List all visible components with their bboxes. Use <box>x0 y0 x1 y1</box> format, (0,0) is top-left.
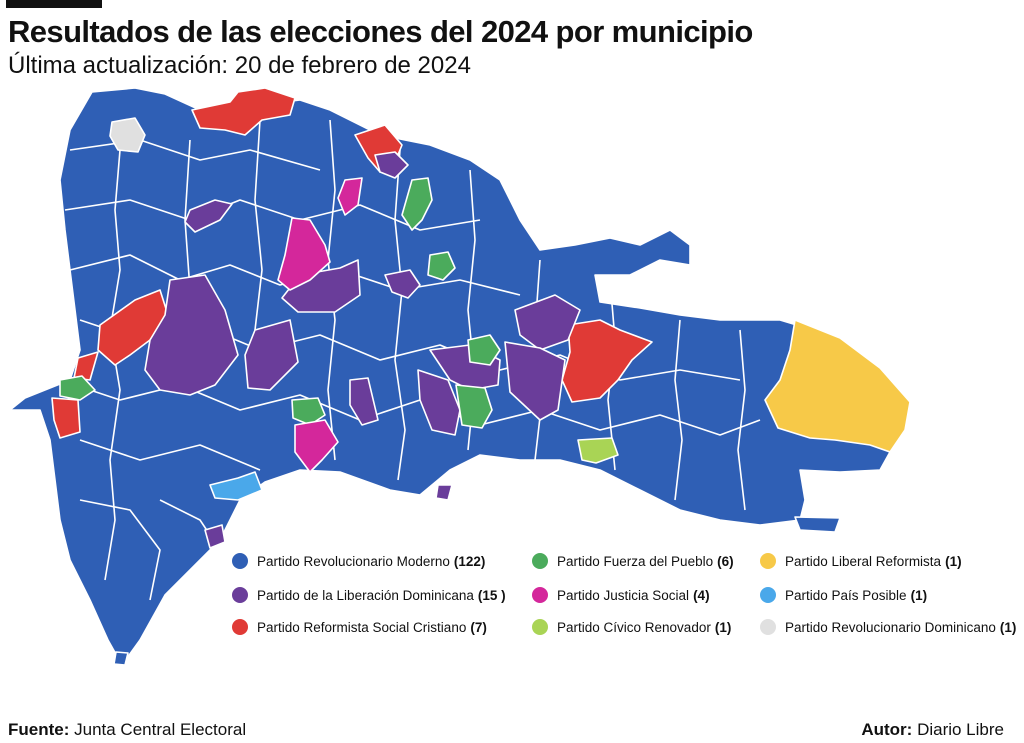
municipality-pld-central-5[interactable] <box>349 377 379 426</box>
municipality-pld-central-3[interactable] <box>281 259 361 313</box>
legend-item-pcr: Partido Cívico Renovador (1) <box>532 619 731 635</box>
municipality-fp-central-1[interactable] <box>427 251 456 281</box>
municipality-pld-north[interactable] <box>374 151 409 179</box>
municipality-fp-central-2[interactable] <box>467 334 501 366</box>
municipality-prsc-west-3[interactable] <box>51 397 81 439</box>
legend-label: Partido de la Liberación Dominicana <box>257 587 474 603</box>
source-label: Fuente: <box>8 720 70 739</box>
legend-item-prd: Partido Revolucionario Dominicano (1) <box>760 619 1016 635</box>
legend-count: (6) <box>717 553 734 569</box>
legend-count: (1) <box>910 587 928 603</box>
map-legend: Partido Revolucionario Moderno (122) Par… <box>232 553 1022 653</box>
legend-item-pjs: Partido Justicia Social (4) <box>532 587 710 603</box>
legend-label: Partido Revolucionario Dominicano <box>785 619 996 635</box>
election-map <box>9 87 911 666</box>
legend-label: Partido Fuerza del Pueblo <box>557 553 714 569</box>
municipality-pld-east-4[interactable] <box>417 369 461 436</box>
municipality-pld-east-2[interactable] <box>504 341 566 421</box>
municipality-pld-south-1[interactable] <box>435 484 453 501</box>
legend-count: (4) <box>693 587 710 603</box>
legend-label: Partido Liberal Reformista <box>785 553 942 569</box>
municipality-pld-central-1[interactable] <box>144 274 239 396</box>
legend-swatch <box>760 587 776 603</box>
legend-item-prm: Partido Revolucionario Moderno (122) <box>232 553 485 569</box>
legend-count: (7) <box>470 619 487 635</box>
legend-item-pld: Partido de la Liberación Dominicana (15 … <box>232 587 506 603</box>
legend-swatch <box>232 553 248 569</box>
municipality-fp-west[interactable] <box>59 375 96 401</box>
legend-count: (1) <box>999 619 1017 635</box>
legend-swatch <box>232 619 248 635</box>
author-value: Diario Libre <box>917 720 1004 739</box>
legend-swatch <box>532 619 548 635</box>
source-credit: Fuente: Junta Central Electoral <box>8 720 246 740</box>
municipality-pjs-south[interactable] <box>294 419 339 473</box>
legend-label: Partido Justicia Social <box>557 587 690 603</box>
legend-swatch <box>532 587 548 603</box>
municipality-pld-south-2[interactable] <box>204 524 226 549</box>
municipality-fp-central-3[interactable] <box>455 384 493 429</box>
legend-swatch <box>532 553 548 569</box>
municipality-pjs-central[interactable] <box>277 217 331 291</box>
legend-item-prsc: Partido Reformista Social Cristiano (7) <box>232 619 487 635</box>
legend-label: Partido Cívico Renovador <box>557 619 711 635</box>
author-credit: Autor: Diario Libre <box>861 720 1004 740</box>
municipality-plr[interactable] <box>764 319 911 453</box>
municipality-ppp[interactable] <box>209 471 263 501</box>
municipality-prsc-north-1[interactable] <box>191 87 296 136</box>
page-title: Resultados de las elecciones del 2024 po… <box>8 14 753 49</box>
legend-swatch <box>232 587 248 603</box>
top-accent-bar <box>6 0 102 8</box>
legend-item-fp: Partido Fuerza del Pueblo (6) <box>532 553 734 569</box>
author-label: Autor: <box>861 720 913 739</box>
municipality-pld-east-1[interactable] <box>514 294 581 351</box>
municipality-pcr[interactable] <box>577 437 619 464</box>
municipality-pld-central-2[interactable] <box>244 319 299 391</box>
legend-swatch <box>760 619 776 635</box>
municipality-pjs-north[interactable] <box>337 177 363 216</box>
legend-label: Partido Reformista Social Cristiano <box>257 619 467 635</box>
source-value: Junta Central Electoral <box>74 720 247 739</box>
legend-count: (1) <box>714 619 732 635</box>
beata-island[interactable] <box>113 651 129 666</box>
municipality-prsc-west-2[interactable] <box>73 351 99 381</box>
legend-label: Partido Revolucionario Moderno <box>257 553 450 569</box>
legend-count: (122) <box>453 553 486 569</box>
municipality-pld-northwest[interactable] <box>184 199 233 233</box>
municipality-prsc-west-1[interactable] <box>97 289 169 366</box>
legend-count: (1) <box>945 553 962 569</box>
legend-count: (15 ) <box>477 587 506 603</box>
legend-label: Partido País Posible <box>785 587 907 603</box>
municipality-fp-south[interactable] <box>291 397 326 426</box>
municipality-fp-north[interactable] <box>401 177 433 231</box>
saona-island[interactable] <box>794 516 841 533</box>
legend-swatch <box>760 553 776 569</box>
legend-item-ppp: Partido País Posible (1) <box>760 587 927 603</box>
municipality-prsc-east[interactable] <box>561 319 653 403</box>
municipality-prd[interactable] <box>109 117 146 153</box>
page-subtitle: Última actualización: 20 de febrero de 2… <box>8 52 471 79</box>
legend-item-plr: Partido Liberal Reformista (1) <box>760 553 962 569</box>
municipality-pld-central-4[interactable] <box>384 269 421 299</box>
map-container <box>0 80 1024 680</box>
